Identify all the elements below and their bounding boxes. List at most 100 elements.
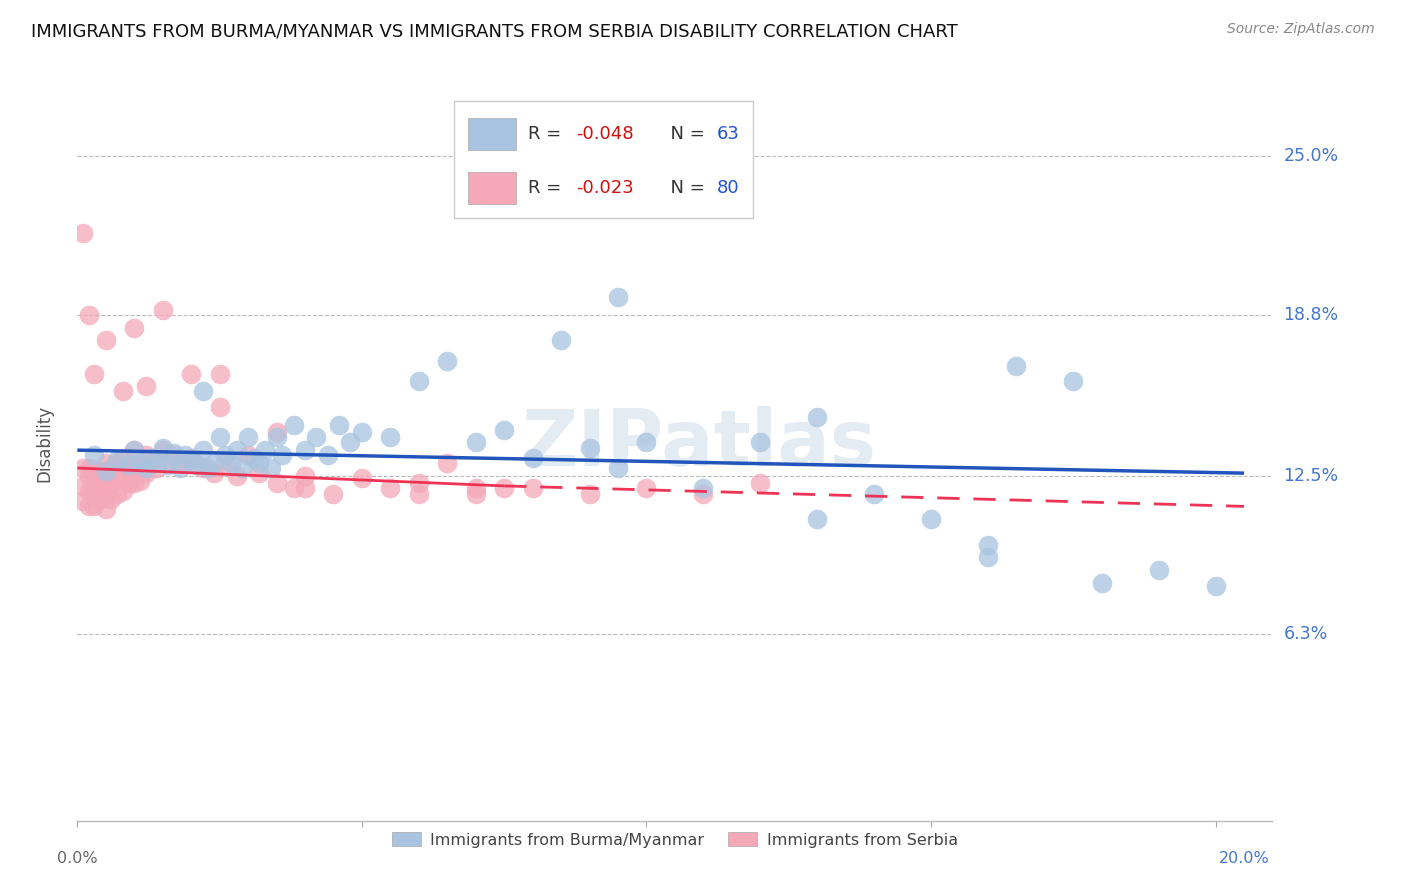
Bar (468, 172, 516, 204)
Point (1005, 359, 1028, 373)
Point (89, 476, 111, 491)
Point (105, 453, 128, 467)
Point (180, 367, 202, 381)
Point (146, 461, 169, 475)
Text: -0.023: -0.023 (575, 179, 634, 197)
Point (316, 448, 339, 462)
Point (72, 479, 94, 493)
Point (72, 461, 94, 475)
Point (191, 384, 214, 399)
Text: Source: ZipAtlas.com: Source: ZipAtlas.com (1227, 22, 1375, 37)
Point (550, 333, 572, 347)
Text: 80: 80 (717, 179, 740, 197)
Point (94, 502, 117, 516)
Point (225, 468, 247, 483)
Point (157, 458, 180, 473)
Point (464, 486, 486, 500)
Point (129, 456, 152, 470)
Point (1147, 563, 1170, 577)
Point (100, 461, 122, 475)
Point (94, 464, 117, 478)
Point (863, 486, 886, 500)
Point (135, 466, 157, 480)
Point (105, 471, 128, 485)
Point (236, 430, 259, 444)
Point (72, 226, 94, 240)
Point (152, 302, 174, 317)
Point (607, 290, 630, 304)
Point (266, 425, 288, 440)
Point (169, 456, 191, 470)
Point (77, 500, 100, 514)
Text: 12.5%: 12.5% (1284, 467, 1339, 484)
Point (83, 468, 105, 483)
Point (141, 450, 163, 465)
Point (1091, 576, 1114, 591)
Point (636, 435, 658, 450)
Text: 20.0%: 20.0% (1219, 851, 1270, 866)
Point (83, 500, 105, 514)
Point (607, 461, 630, 475)
Point (191, 443, 214, 458)
Point (380, 430, 402, 444)
Point (72, 494, 94, 508)
Point (169, 461, 191, 475)
Point (236, 448, 259, 462)
Point (636, 482, 658, 496)
Y-axis label: Disability: Disability (35, 405, 53, 483)
Point (408, 374, 430, 388)
Point (197, 461, 219, 475)
Point (920, 512, 942, 526)
Point (254, 443, 277, 458)
Point (77, 308, 100, 322)
Point (94, 333, 117, 347)
Point (122, 476, 145, 491)
Point (249, 466, 271, 480)
Point (105, 486, 128, 500)
Point (83, 476, 105, 491)
Legend: Immigrants from Burma/Myanmar, Immigrants from Serbia: Immigrants from Burma/Myanmar, Immigrant… (385, 826, 965, 855)
Point (578, 441, 600, 455)
Point (111, 468, 134, 483)
Point (339, 435, 361, 450)
Point (208, 430, 231, 444)
FancyBboxPatch shape (454, 101, 752, 218)
Text: 63: 63 (717, 125, 740, 143)
Text: R =: R = (527, 125, 567, 143)
Point (83, 483, 105, 498)
Point (111, 450, 134, 465)
Point (100, 476, 122, 491)
Point (157, 456, 180, 470)
Point (214, 448, 236, 462)
Point (174, 448, 197, 462)
Point (135, 461, 157, 475)
Point (202, 456, 225, 470)
Point (77, 468, 100, 483)
Point (208, 400, 231, 414)
Point (77, 483, 100, 498)
Point (208, 367, 231, 381)
Point (135, 448, 157, 462)
Point (163, 448, 186, 462)
Point (129, 474, 152, 488)
Point (122, 443, 145, 458)
Point (94, 456, 117, 470)
Point (89, 464, 111, 478)
Text: N =: N = (659, 179, 711, 197)
Point (180, 450, 202, 465)
Text: -0.048: -0.048 (575, 125, 633, 143)
Point (249, 456, 271, 470)
Point (111, 483, 134, 498)
Point (191, 461, 214, 475)
Point (294, 443, 316, 458)
Point (266, 476, 288, 491)
Point (806, 409, 828, 424)
Text: ZIPatlas: ZIPatlas (522, 406, 876, 482)
Bar (468, 118, 516, 150)
Text: 0.0%: 0.0% (58, 851, 97, 866)
Point (129, 456, 152, 470)
Point (186, 458, 208, 473)
Point (522, 450, 544, 465)
Point (174, 456, 197, 470)
Point (494, 423, 516, 437)
